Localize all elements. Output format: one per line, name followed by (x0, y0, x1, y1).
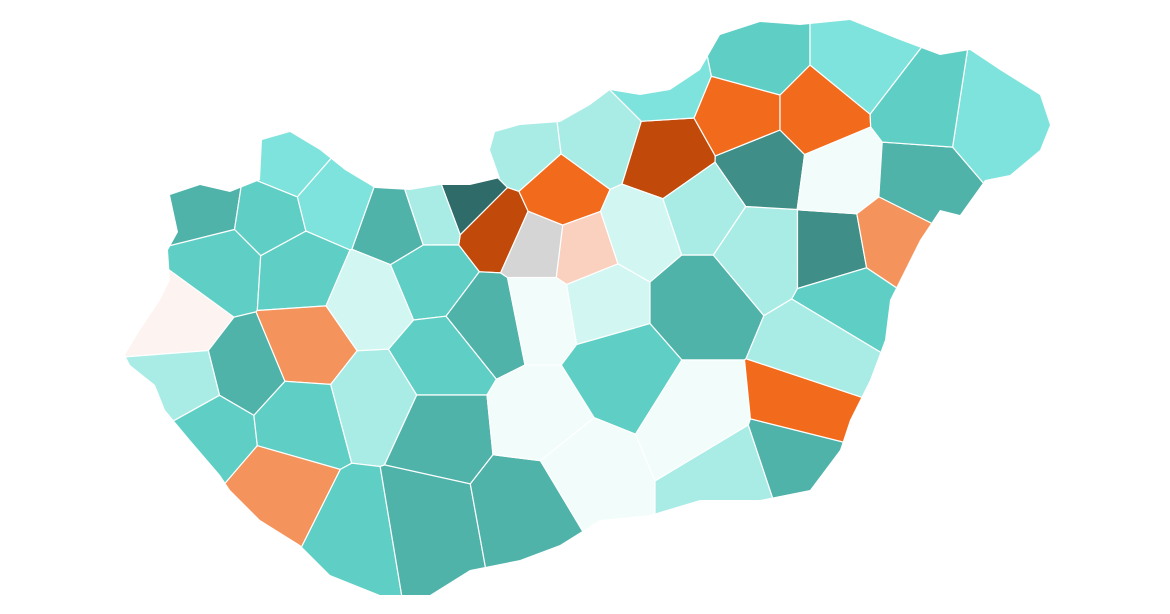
region (125, 20, 244, 253)
region (125, 394, 258, 595)
region (747, 418, 1050, 595)
region (951, 20, 1050, 373)
region (555, 210, 619, 286)
region (159, 20, 401, 198)
region (856, 196, 1050, 472)
region (394, 20, 562, 192)
region (662, 161, 747, 256)
